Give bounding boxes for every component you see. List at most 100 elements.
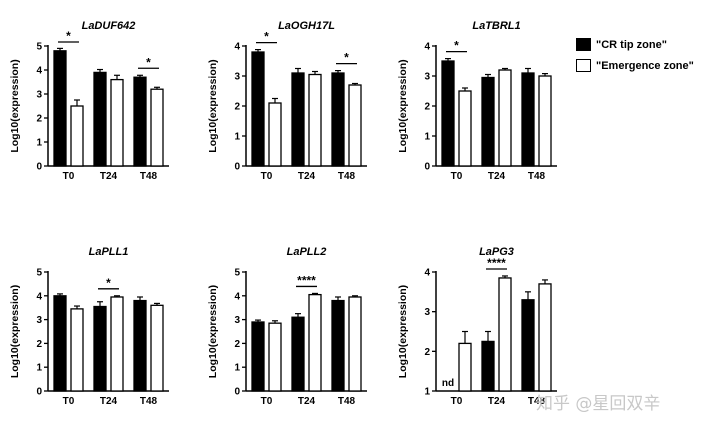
y-tick-label: 1	[36, 138, 42, 149]
x-tick-label-t0: T0	[261, 171, 273, 182]
y-axis-label: Log10(expression)	[397, 285, 409, 378]
significance-label: *	[146, 55, 151, 69]
y-tick-label: 3	[36, 90, 42, 101]
bar-laduf642-t48-series-1	[133, 76, 147, 167]
x-tick-label-t48: T48	[528, 171, 546, 182]
y-tick-label: 0	[234, 162, 240, 173]
y-tick-label: 1	[234, 363, 240, 374]
watermark: 知乎 @星回双辛	[536, 394, 661, 414]
legend-swatch-cr-tip-zone	[576, 38, 591, 51]
chart-title: LaOGH17L	[278, 20, 335, 32]
bar-lapg3-t0-series-2	[458, 342, 472, 392]
y-tick-label: 4	[234, 42, 240, 53]
bar-laogh17l-t24-series-1	[291, 72, 305, 167]
bar-lapll2-t24-series-1	[291, 316, 305, 392]
x-tick-label-t48: T48	[338, 171, 356, 182]
bar-lapg3-t48-series-2	[538, 283, 552, 392]
legend-item-cr-tip-zone: "CR tip zone"	[576, 36, 694, 53]
y-tick-label: 5	[36, 268, 42, 279]
bar-lapll2-t0-series-1	[251, 321, 265, 392]
legend-swatch-emergence-zone	[576, 59, 591, 72]
y-tick-label: 1	[234, 132, 240, 143]
y-tick-label: 0	[36, 387, 42, 398]
y-tick-label: 2	[234, 339, 240, 350]
significance-label: *	[66, 29, 71, 43]
bar-laogh17l-t24-series-2	[308, 73, 322, 167]
y-tick-label: 1	[36, 363, 42, 374]
y-tick-label: 2	[234, 102, 240, 113]
y-tick-label: 0	[424, 162, 430, 173]
bar-lapg3-t24-series-1	[481, 340, 495, 392]
bar-laogh17l-t48-series-2	[348, 84, 362, 167]
significance-label: *	[106, 276, 111, 290]
bar-lapll1-t0-series-1	[53, 295, 67, 392]
bar-laduf642-t48-series-2	[150, 88, 164, 167]
y-tick-label: 2	[36, 339, 42, 350]
y-axis-label: Log10(expression)	[397, 59, 409, 152]
bar-laogh17l-t48-series-1	[331, 72, 345, 167]
y-tick-label: 1	[424, 387, 430, 398]
y-tick-label: 0	[36, 162, 42, 173]
y-tick-label: 3	[234, 315, 240, 326]
x-tick-label-t48: T48	[140, 171, 158, 182]
y-tick-label: 2	[36, 114, 42, 125]
significance-label: *	[454, 39, 459, 53]
legend: "CR tip zone" "Emergence zone"	[576, 36, 694, 78]
legend-item-emergence-zone: "Emergence zone"	[576, 57, 694, 74]
bar-latbrl1-t0-series-2	[458, 90, 472, 167]
chart-panel-lapll1: LaPLL1 Log10(expression) 0 1 2 3 4 5 T0 T24 T48 *	[9, 246, 169, 407]
x-tick-label-t0: T0	[63, 171, 75, 182]
bar-lapll1-t24-series-1	[93, 305, 107, 392]
bar-laogh17l-t0-series-2	[268, 102, 282, 167]
y-axis-label: Log10(expression)	[9, 59, 21, 152]
x-tick-label-t0: T0	[451, 396, 463, 407]
y-tick-label: 3	[234, 72, 240, 83]
chart-panel-laduf642: LaDUF642 Log10(expression) 0 1 2 3 4 5 T0 T24 T48 *…	[9, 20, 169, 182]
chart-title: LaPLL2	[287, 246, 327, 258]
legend-label-cr-tip-zone: "CR tip zone"	[596, 38, 667, 51]
y-tick-label: 4	[424, 268, 430, 279]
bar-lapg3-t24-series-2	[498, 277, 512, 392]
y-axis-label: Log10(expression)	[207, 285, 219, 378]
bar-latbrl1-t48-series-1	[521, 72, 535, 167]
chart-panel-lapg3: LaPG3 Log10(expression) 1 2 3 4 T0 T24 T48 nd ****	[397, 246, 557, 407]
y-tick-label: 0	[234, 387, 240, 398]
y-tick-label: 3	[424, 72, 430, 83]
x-tick-label-t24: T24	[298, 396, 316, 407]
x-tick-label-t48: T48	[528, 396, 546, 407]
chart-panel-latbrl1: LaTBRL1 Log10(expression) 0 1 2 3 4 T0 T24 T48 *	[397, 20, 557, 182]
chart-title: LaPG3	[479, 246, 514, 258]
bar-latbrl1-t48-series-2	[538, 75, 552, 167]
chart-title: LaTBRL1	[472, 20, 520, 32]
legend-label-emergence-zone: "Emergence zone"	[596, 59, 694, 72]
y-tick-label: 2	[424, 102, 430, 113]
x-tick-label-t0: T0	[261, 396, 273, 407]
x-tick-label-t48: T48	[140, 396, 158, 407]
y-tick-label: 4	[36, 291, 42, 302]
x-tick-label-t0: T0	[451, 171, 463, 182]
bar-lapll2-t24-series-2	[308, 293, 322, 392]
bar-lapll1-t48-series-2	[150, 304, 164, 392]
significance-label: *	[264, 30, 269, 44]
y-tick-label: 1	[424, 132, 430, 143]
bar-latbrl1-t24-series-2	[498, 69, 512, 167]
bar-lapll1-t24-series-2	[110, 296, 124, 392]
y-axis-label: Log10(expression)	[9, 285, 21, 378]
y-tick-label: 3	[424, 307, 430, 318]
x-tick-label-t24: T24	[488, 396, 506, 407]
y-tick-label: 4	[36, 66, 42, 77]
bar-laduf642-t0-series-2	[70, 105, 84, 167]
significance-label: *	[344, 51, 349, 65]
y-tick-label: 5	[234, 268, 240, 279]
bar-lapll2-t48-series-1	[331, 299, 345, 392]
y-tick-label: 2	[424, 347, 430, 358]
x-tick-label-t48: T48	[338, 396, 356, 407]
nd-label: nd	[442, 378, 454, 389]
y-tick-label: 5	[36, 42, 42, 53]
bar-laduf642-t0-series-1	[53, 50, 67, 167]
x-tick-label-t0: T0	[63, 396, 75, 407]
y-tick-label: 4	[424, 42, 430, 53]
x-tick-label-t24: T24	[100, 396, 118, 407]
bar-lapll1-t48-series-1	[133, 299, 147, 392]
